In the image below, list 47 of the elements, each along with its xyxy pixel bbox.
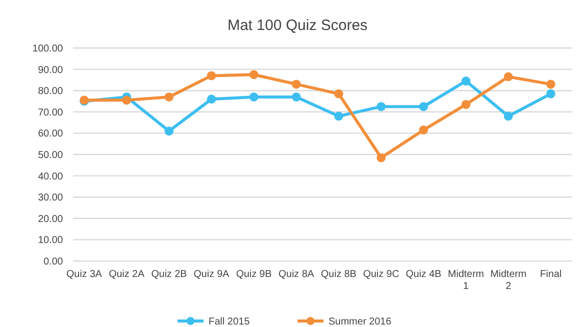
chart-title: Mat 100 Quiz Scores (227, 17, 368, 34)
x-tick-label: Quiz 2B (151, 269, 188, 280)
point (334, 89, 344, 98)
point (419, 102, 428, 112)
y-tick-label: 0.00 (44, 256, 64, 268)
point (461, 100, 470, 109)
y-tick-label: 30.00 (38, 192, 64, 204)
point (376, 102, 386, 112)
x-tick-label: Quiz 9B (236, 269, 272, 280)
point (164, 92, 174, 102)
legend-label: Summer 2016 (328, 316, 392, 327)
point (249, 92, 258, 102)
legend-label: Fall 2015 (208, 316, 250, 327)
y-tick-label: 40.00 (38, 171, 64, 182)
point (206, 71, 216, 80)
x-tick-label: Quiz 9A (194, 269, 230, 280)
x-tick-label: Quiz 3A (66, 269, 102, 280)
x-tick-label: Quiz 8B (320, 269, 357, 280)
point (292, 80, 301, 89)
point (249, 70, 258, 80)
y-tick-label: 20.00 (38, 214, 64, 225)
y-tick-label: 100.00 (32, 44, 64, 54)
y-tick-label: 80.00 (38, 86, 64, 98)
point (504, 112, 513, 121)
point (334, 112, 344, 121)
point (504, 72, 513, 82)
y-tick-label: 60.00 (38, 128, 64, 140)
y-tick-label: 90.00 (38, 64, 64, 76)
x-tick-label: Midterm 1 (448, 269, 484, 292)
point (206, 94, 216, 104)
point (419, 126, 428, 135)
x-tick-label: Final (540, 269, 562, 280)
point (164, 126, 174, 136)
point (122, 96, 132, 105)
x-tick-label: Quiz 4B (406, 269, 442, 280)
y-tick-label: 50.00 (38, 150, 64, 161)
x-tick-label: Quiz 2A (108, 269, 145, 280)
x-tick-label: Midterm 2 (490, 269, 526, 292)
point (292, 92, 301, 102)
y-tick-label: 10.00 (38, 235, 64, 246)
point (376, 153, 386, 162)
point (546, 89, 556, 98)
y-tick-label: 70.00 (38, 107, 64, 118)
x-tick-label: Quiz 9C (363, 269, 400, 280)
x-tick-label: Quiz 8A (278, 269, 314, 280)
point (461, 76, 470, 86)
point (546, 80, 556, 89)
